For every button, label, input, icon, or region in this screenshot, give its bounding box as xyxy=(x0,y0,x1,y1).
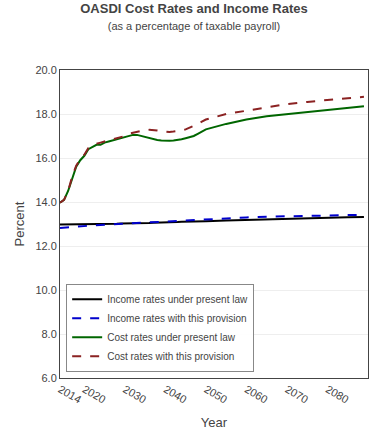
svg-text:2030: 2030 xyxy=(121,383,148,406)
svg-text:Cost rates with this provision: Cost rates with this provision xyxy=(107,351,234,362)
svg-text:12.0: 12.0 xyxy=(35,240,56,252)
svg-text:10.0: 10.0 xyxy=(35,284,56,296)
svg-text:Income rates with this provisi: Income rates with this provision xyxy=(107,313,247,324)
svg-text:2050: 2050 xyxy=(202,383,229,406)
svg-text:18.0: 18.0 xyxy=(35,108,56,120)
svg-text:8.0: 8.0 xyxy=(42,328,57,340)
svg-text:2060: 2060 xyxy=(243,383,270,406)
svg-text:16.0: 16.0 xyxy=(35,152,56,164)
svg-text:2020: 2020 xyxy=(81,383,108,406)
svg-text:2070: 2070 xyxy=(283,383,310,406)
svg-text:6.0: 6.0 xyxy=(42,372,57,384)
svg-text:2080: 2080 xyxy=(324,383,351,406)
svg-text:2014: 2014 xyxy=(56,383,83,406)
svg-text:Year: Year xyxy=(201,415,228,430)
svg-text:Income rates under present law: Income rates under present law xyxy=(107,294,248,305)
svg-text:Cost rates under present law: Cost rates under present law xyxy=(107,332,236,343)
svg-text:Percent: Percent xyxy=(12,201,27,246)
svg-text:14.0: 14.0 xyxy=(35,196,56,208)
svg-text:2040: 2040 xyxy=(162,383,189,406)
svg-text:20.0: 20.0 xyxy=(35,64,56,76)
svg-text:OASDI Cost Rates and Income Ra: OASDI Cost Rates and Income Rates(as a p… xyxy=(80,1,308,32)
